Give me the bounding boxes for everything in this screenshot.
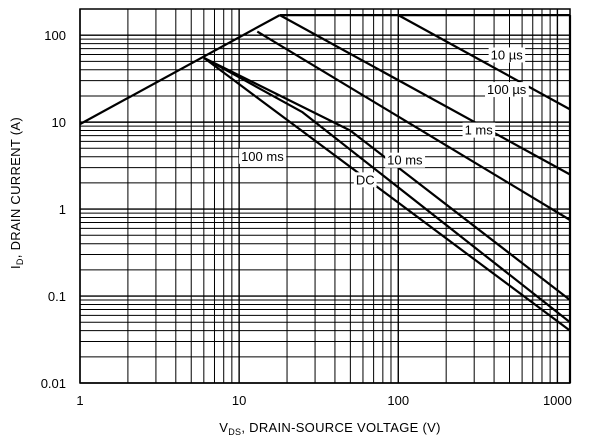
curve-label: DC (356, 172, 375, 187)
curve-label-bg (385, 152, 426, 168)
y-tick-label: 10 (52, 115, 66, 130)
y-axis-title: ID, DRAIN CURRENT (A) (8, 117, 25, 269)
series-line-4 (203, 56, 571, 324)
x-tick-label: 1 (76, 393, 83, 408)
y-tick-label: 0.01 (41, 376, 66, 391)
curve-label-bg (239, 148, 287, 164)
curve-label-bg (462, 122, 496, 138)
series-line-1 (279, 14, 571, 176)
plot-frame (79, 8, 571, 384)
x-tick-label: 1000 (543, 393, 572, 408)
series-line-2 (256, 30, 571, 221)
curve-label: 10 µs (491, 47, 524, 62)
tick-labels: 1 10 100 1000 0.01 0.1 1 10 100 (41, 28, 572, 408)
series-lines (203, 14, 571, 332)
curve-label: 100 ms (241, 149, 284, 164)
boundary-rds-on-limit (79, 14, 281, 126)
x-tick-label: 10 (232, 393, 246, 408)
curve-label: 1 ms (465, 123, 494, 138)
curve-label: 10 ms (387, 153, 423, 168)
x-tick-label: 100 (387, 393, 409, 408)
curve-label-bg (485, 82, 529, 98)
y-tick-label: 0.1 (48, 289, 66, 304)
curve-label-bg (353, 172, 377, 188)
series-line-3 (203, 56, 571, 301)
x-axis-title: VDS, DRAIN-SOURCE VOLTAGE (V) (219, 420, 441, 437)
grid-lines (79, 8, 571, 384)
curve-label: 100 µs (487, 82, 527, 97)
series-line-5 (203, 56, 571, 332)
curve-labels: 10 µs 100 µs 1 ms 10 ms 100 ms DC (239, 47, 529, 188)
y-tick-label: 1 (59, 202, 66, 217)
curve-label-bg (488, 47, 526, 63)
series-line-0 (397, 14, 571, 111)
y-tick-label: 100 (44, 28, 66, 43)
